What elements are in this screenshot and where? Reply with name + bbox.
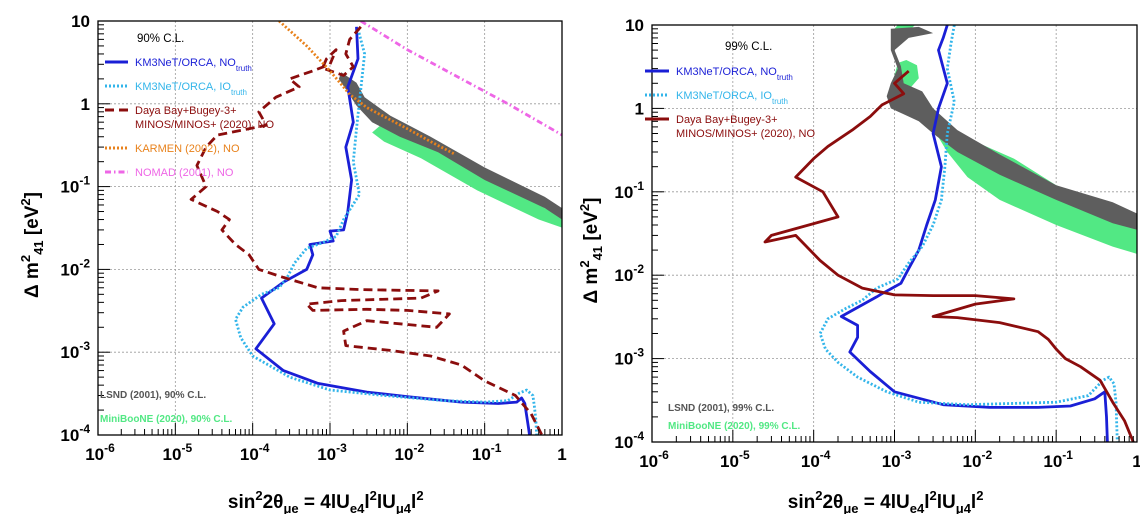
x-tick-label: 10-4 bbox=[240, 441, 270, 464]
y-tick-label: 10 bbox=[71, 12, 90, 31]
x-tick-label: 10-4 bbox=[801, 448, 831, 471]
chart-left: 10-6 10-5 10-4 10-3 10-2 10-1 1 10-4 10-3 10-2 10-… bbox=[18, 12, 567, 514]
axis-ticks bbox=[97, 20, 563, 436]
x-axis-label: sin22θμe = 4lUe4l2lUμ4l2 bbox=[788, 488, 984, 514]
series-line bbox=[839, 25, 1109, 442]
region-note: MiniBooNE (2020), 99% C.L. bbox=[668, 421, 800, 432]
confidence-level-label: 99% C.L. bbox=[725, 41, 772, 53]
series bbox=[189, 21, 562, 435]
lsnd-region bbox=[886, 26, 1137, 230]
x-tick-label: 10-3 bbox=[317, 441, 347, 464]
y-tick-label: 10-2 bbox=[614, 262, 644, 285]
miniboone-region bbox=[372, 125, 562, 228]
grid bbox=[98, 21, 562, 435]
legend-entry-label: MINOS/MINOS+ (2020), NO bbox=[676, 128, 816, 140]
legend-entry-label: KM3NeT/ORCA, NOtruth bbox=[135, 57, 252, 73]
y-axis-label: Δ m241 [eV2] bbox=[577, 198, 605, 304]
region-note: LSND (2001), 99% C.L. bbox=[668, 403, 774, 414]
axis-ticks bbox=[651, 24, 1138, 443]
series bbox=[763, 25, 1135, 442]
series-line bbox=[360, 21, 562, 137]
y-tick-label: 1 bbox=[81, 95, 90, 114]
y-tick-label: 10-4 bbox=[60, 422, 90, 445]
x-tick-label: 10-1 bbox=[1043, 448, 1073, 471]
x-tick-label: 1 bbox=[1132, 452, 1140, 471]
legend-entry-label: Daya Bay+Bugey-3+ bbox=[135, 105, 237, 117]
x-tick-label: 1 bbox=[557, 445, 566, 464]
legend-entry-label: KARMEN (2002), NO bbox=[135, 143, 240, 155]
legend-entry-label: KM3NeT/ORCA, IOtruth bbox=[676, 90, 788, 106]
x-tick-label: 10-3 bbox=[882, 448, 912, 471]
y-tick-label: 10-1 bbox=[60, 174, 90, 197]
y-tick-label: 10-1 bbox=[614, 179, 644, 202]
x-axis-label: sin22θμe = 4lUe4l2lUμ4l2 bbox=[228, 488, 424, 514]
legend-entry-label: NOMAD (2001), NO bbox=[135, 167, 234, 179]
y-tick-label: 1 bbox=[635, 99, 644, 118]
region-note: LSND (2001), 90% C.L. bbox=[100, 390, 206, 401]
y-tick-label: 10-3 bbox=[60, 339, 90, 362]
allowed-regions bbox=[886, 25, 1137, 254]
confidence-level-label: 90% C.L. bbox=[137, 33, 184, 45]
x-tick-label: 10-6 bbox=[85, 441, 115, 464]
y-tick-label: 10-3 bbox=[614, 346, 644, 369]
series-line bbox=[278, 21, 455, 155]
series-line bbox=[189, 25, 544, 435]
legend-entry-label: KM3NeT/ORCA, NOtruth bbox=[676, 66, 793, 82]
series-line bbox=[818, 25, 1119, 442]
x-tick-label: 10-2 bbox=[963, 448, 993, 471]
y-tick-label: 10 bbox=[625, 16, 644, 35]
chart-right: 10-6 10-5 10-4 10-3 10-2 10-1 1 10-4 10-3 10-2 10-… bbox=[577, 16, 1140, 514]
legend-entry-label: KM3NeT/ORCA, IOtruth bbox=[135, 81, 247, 97]
x-tick-label: 10-1 bbox=[472, 441, 502, 464]
allowed-regions bbox=[338, 72, 562, 228]
y-axis-label: Δ m241 [eV2] bbox=[18, 192, 46, 298]
x-tick-label: 10-5 bbox=[720, 448, 750, 471]
x-tick-label: 10-6 bbox=[639, 448, 669, 471]
series-line bbox=[763, 70, 1135, 442]
legend-entry-label: Daya Bay+Bugey-3+ bbox=[676, 114, 778, 126]
series-line bbox=[234, 28, 538, 435]
x-tick-label: 10-2 bbox=[395, 441, 425, 464]
lsnd-region bbox=[338, 72, 562, 220]
x-tick-label: 10-5 bbox=[163, 441, 193, 464]
series-line bbox=[254, 26, 531, 435]
y-tick-label: 10-4 bbox=[614, 429, 644, 452]
y-tick-label: 10-2 bbox=[60, 256, 90, 279]
legend-entry-label: MINOS/MINOS+ (2020), NO bbox=[135, 119, 275, 131]
region-note: MiniBooNE (2020), 90% C.L. bbox=[100, 414, 232, 425]
